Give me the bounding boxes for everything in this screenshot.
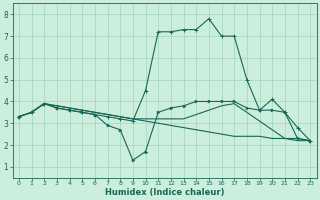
X-axis label: Humidex (Indice chaleur): Humidex (Indice chaleur) <box>105 188 224 197</box>
